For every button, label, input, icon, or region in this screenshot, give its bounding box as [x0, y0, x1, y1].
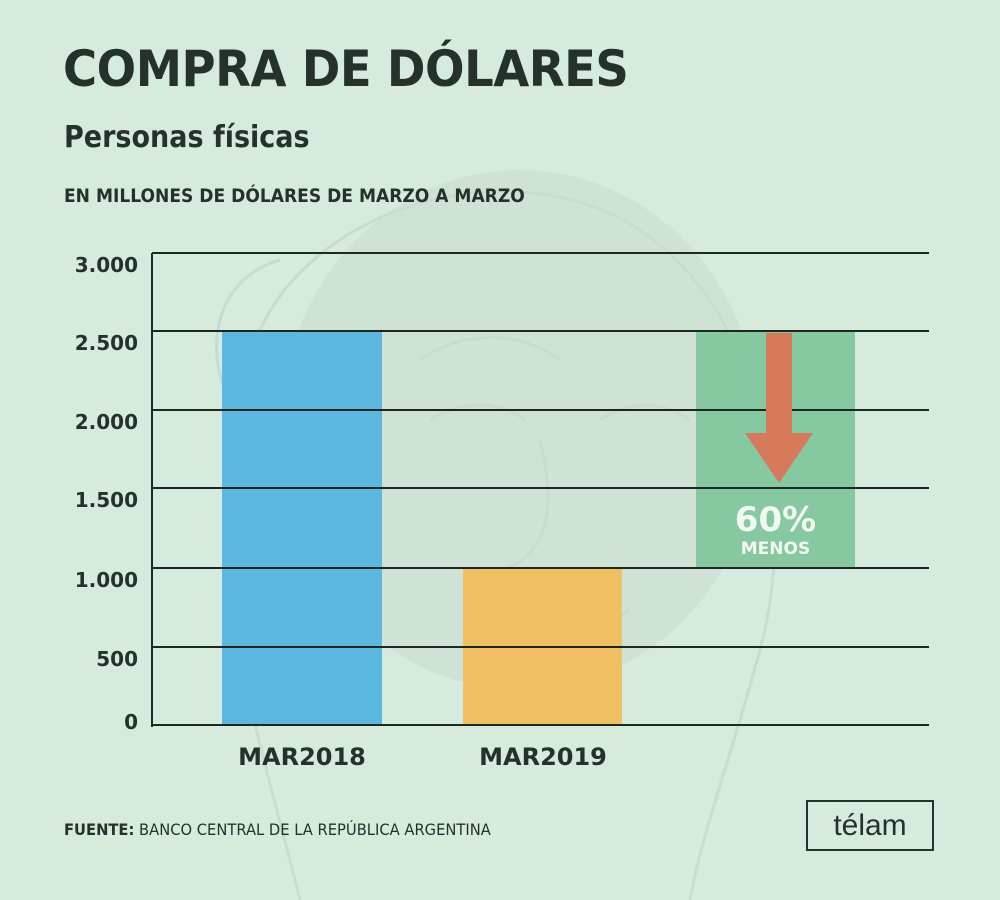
gridline-500 [152, 646, 929, 648]
unit-label: EN MILLONES DE DÓLARES DE MARZO A MARZO [64, 185, 525, 207]
y-tick-0: 0 [124, 710, 138, 734]
gridline-0 [152, 724, 929, 726]
x-label-mar2019: MAR2019 [479, 743, 607, 771]
y-tick-2500: 2.500 [74, 331, 138, 355]
gridline-1500 [152, 487, 929, 489]
x-label-mar2018: MAR2018 [238, 743, 366, 771]
gridline-2000 [152, 409, 929, 411]
down-arrow-icon [766, 333, 792, 443]
chart-subtitle: Personas físicas [64, 120, 310, 155]
y-tick-3000: 3.000 [74, 253, 138, 277]
gridline-3000 [152, 252, 929, 254]
y-tick-2000: 2.000 [74, 410, 138, 434]
y-tick-500: 500 [96, 647, 138, 671]
gridline-2500 [152, 330, 929, 332]
y-tick-1500: 1.500 [74, 488, 138, 512]
bar-mar2018 [222, 331, 382, 726]
chart-title: COMPRA DE DÓLARES [63, 40, 629, 98]
source-note: FUENTE: BANCO CENTRAL DE LA REPÚBLICA AR… [64, 822, 491, 838]
decrease-text: MENOS [740, 539, 811, 559]
telam-logo: télam [806, 800, 934, 851]
down-arrow-head-icon [745, 433, 813, 483]
source-text: BANCO CENTRAL DE LA REPÚBLICA ARGENTINA [134, 820, 491, 839]
y-axis-line [151, 253, 153, 727]
percent-decrease-label: 60% [734, 500, 817, 540]
source-label: FUENTE: [64, 820, 135, 839]
y-tick-1000: 1.000 [74, 568, 138, 592]
gridline-1000 [152, 567, 929, 569]
